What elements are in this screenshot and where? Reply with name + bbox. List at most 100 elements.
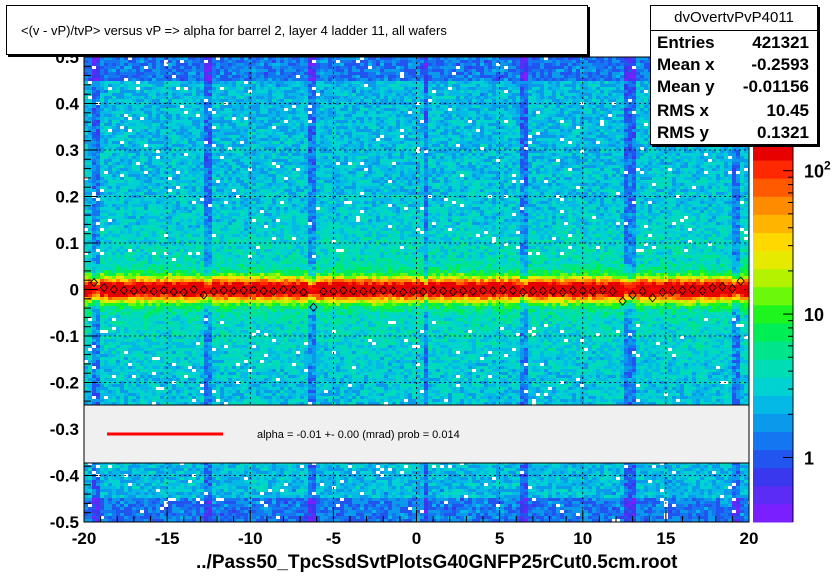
heat-cell <box>196 339 200 342</box>
heat-cell <box>84 165 88 168</box>
heat-cell <box>188 348 192 351</box>
heat-cell <box>160 189 164 192</box>
heat-cell <box>116 186 120 189</box>
heat-cell <box>216 75 220 78</box>
heat-cell <box>144 324 148 327</box>
heat-cell <box>152 354 156 357</box>
heat-cell <box>96 225 100 228</box>
heat-cell <box>124 129 128 132</box>
heat-cell <box>204 297 208 300</box>
heat-cell <box>124 147 128 150</box>
heat-cell <box>120 78 124 81</box>
heat-cell <box>112 135 116 138</box>
heat-cell <box>172 360 176 363</box>
heat-cell <box>120 297 124 300</box>
heat-cell <box>168 204 172 207</box>
heat-cell <box>124 297 128 300</box>
heat-cell <box>172 255 176 258</box>
heat-cell <box>204 321 208 324</box>
heat-cell <box>192 465 196 468</box>
heat-cell <box>100 213 104 216</box>
heat-cell <box>164 375 168 378</box>
heat-cell <box>184 471 188 474</box>
heat-cell <box>180 165 184 168</box>
heat-cell <box>124 108 128 111</box>
heat-cell <box>156 195 160 198</box>
heat-cell <box>148 153 152 156</box>
heat-cell <box>180 474 184 477</box>
heat-cell <box>88 327 92 330</box>
heat-cell <box>208 126 212 129</box>
heat-cell <box>124 375 128 378</box>
heat-cell <box>176 201 180 204</box>
heat-cell <box>196 309 200 312</box>
heat-cell <box>104 300 108 303</box>
heat-cell <box>96 201 100 204</box>
heat-cell <box>156 465 160 468</box>
heat-cell <box>144 249 148 252</box>
heat-cell <box>84 189 88 192</box>
heat-cell <box>176 375 180 378</box>
heat-cell <box>120 513 124 516</box>
heat-cell <box>204 228 208 231</box>
heat-cell <box>92 156 96 159</box>
heat-cell <box>168 369 172 372</box>
heat-cell <box>84 399 88 402</box>
heat-cell <box>104 78 108 81</box>
heat-cell <box>160 129 164 132</box>
heat-cell <box>172 402 176 405</box>
heat-cell <box>124 222 128 225</box>
heat-cell <box>120 168 124 171</box>
heat-cell <box>96 132 100 135</box>
heat-cell <box>208 240 212 243</box>
heat-cell <box>196 381 200 384</box>
heat-cell <box>208 486 212 489</box>
heat-cell <box>212 225 216 228</box>
heat-cell <box>144 210 148 213</box>
heat-cell <box>144 114 148 117</box>
heat-cell <box>164 339 168 342</box>
heat-cell <box>92 480 96 483</box>
heat-cell <box>92 99 96 102</box>
heat-cell <box>188 210 192 213</box>
heat-cell <box>104 159 108 162</box>
heat-cell <box>204 255 208 258</box>
heat-cell <box>96 207 100 210</box>
heat-cell <box>204 126 208 129</box>
heat-cell <box>208 351 212 354</box>
heat-cell <box>180 237 184 240</box>
heat-cell <box>140 150 144 153</box>
heat-cell <box>160 192 164 195</box>
heat-cell <box>100 207 104 210</box>
heat-cell <box>140 378 144 381</box>
heat-cell <box>96 240 100 243</box>
heat-cell <box>204 315 208 318</box>
heat-cell <box>100 84 104 87</box>
heat-cell <box>116 324 120 327</box>
heat-cell <box>116 225 120 228</box>
heat-cell <box>128 348 132 351</box>
heat-cell <box>144 150 148 153</box>
heat-cell <box>208 504 212 507</box>
heat-cell <box>96 69 100 72</box>
heat-cell <box>200 171 204 174</box>
heat-cell <box>148 315 152 318</box>
heat-cell <box>112 174 116 177</box>
heat-cell <box>96 189 100 192</box>
heat-cell <box>108 84 112 87</box>
heat-cell <box>136 228 140 231</box>
heat-cell <box>96 375 100 378</box>
heat-cell <box>140 348 144 351</box>
heat-cell <box>184 156 188 159</box>
heat-cell <box>96 516 100 519</box>
heat-cell <box>136 321 140 324</box>
heat-cell <box>196 198 200 201</box>
heat-cell <box>92 483 96 486</box>
heat-cell <box>88 63 92 66</box>
heat-cell <box>100 72 104 75</box>
heat-cell <box>104 135 108 138</box>
heat-cell <box>192 378 196 381</box>
heat-cell <box>192 375 196 378</box>
heat-cell <box>128 75 132 78</box>
heat-cell <box>180 489 184 492</box>
